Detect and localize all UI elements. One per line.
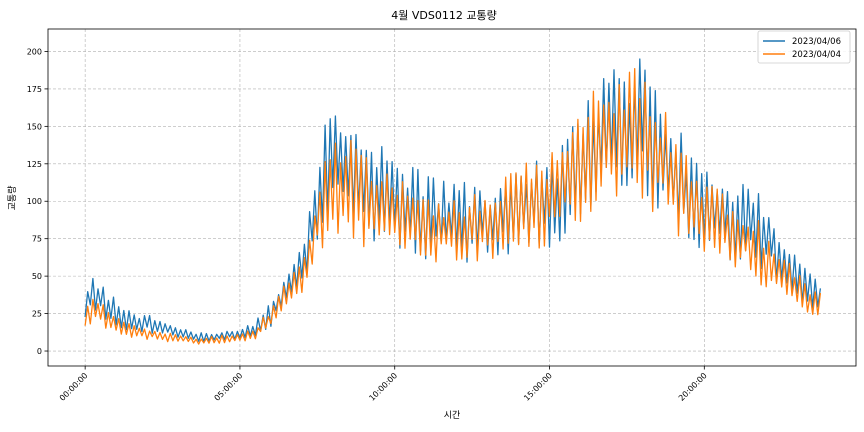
series-line bbox=[84, 58, 822, 343]
series-line bbox=[84, 68, 822, 345]
y-tick-label: 100 bbox=[27, 197, 42, 206]
y-tick-label: 25 bbox=[32, 310, 42, 319]
legend-label: 2023/04/06 bbox=[792, 37, 841, 47]
x-tick-label: 20:00:00 bbox=[677, 371, 709, 403]
x-axis-label: 시간 bbox=[444, 410, 461, 421]
x-tick-label: 05:00:00 bbox=[213, 371, 245, 403]
legend-label: 2023/04/04 bbox=[792, 50, 841, 60]
y-axis-ticks: 0 25 50 75 100 125 150 175 200 bbox=[27, 47, 48, 356]
legend: 2023/04/06 2023/04/04 bbox=[757, 30, 851, 64]
y-tick-label: 50 bbox=[32, 272, 42, 281]
x-tick-label: 15:00:00 bbox=[522, 371, 554, 403]
y-tick-label: 0 bbox=[37, 347, 42, 356]
y-tick-label: 175 bbox=[27, 85, 42, 94]
chart-title: 4월 VDS0112 교통량 bbox=[391, 9, 496, 22]
grid-lines bbox=[48, 29, 856, 366]
y-tick-label: 200 bbox=[27, 47, 42, 56]
y-tick-label: 75 bbox=[32, 235, 42, 244]
y-axis-label: 교통량 bbox=[6, 186, 18, 211]
series-layer bbox=[84, 58, 822, 345]
plot-area-frame bbox=[47, 28, 857, 367]
x-tick-label: 10:00:00 bbox=[367, 371, 399, 403]
y-tick-label: 125 bbox=[27, 160, 42, 169]
y-tick-label: 150 bbox=[27, 122, 42, 131]
x-axis-ticks: 00:00:00 05:00:00 10:00:00 15:00:00 20:00:00 bbox=[58, 366, 709, 403]
legend-box bbox=[757, 30, 851, 64]
x-tick-label: 00:00:00 bbox=[58, 371, 90, 403]
